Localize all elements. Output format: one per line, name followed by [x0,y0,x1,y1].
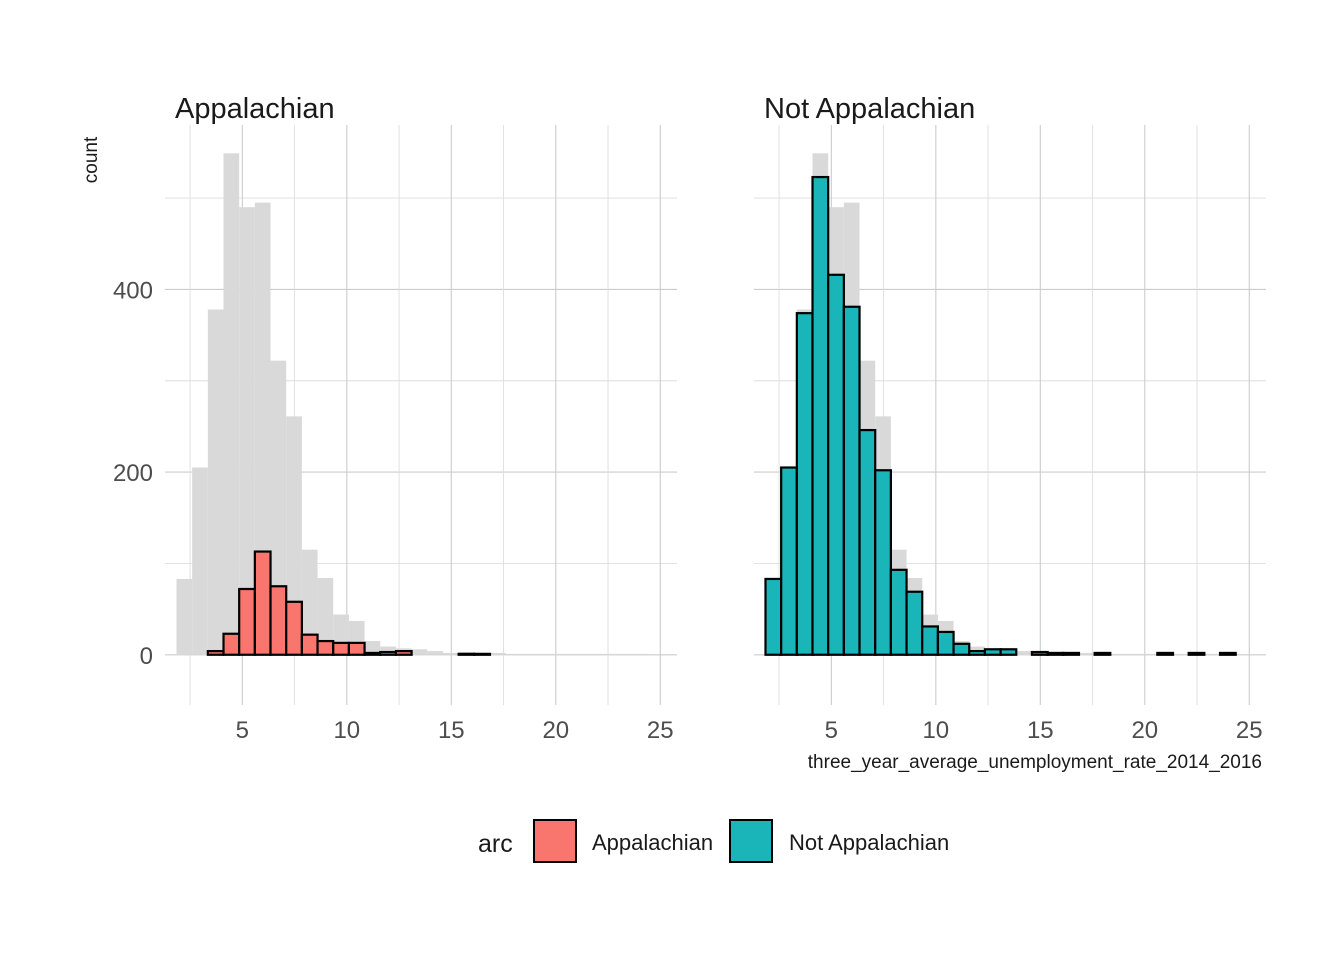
background-bar [489,652,506,655]
histogram-bar [394,650,413,656]
histogram-bar [874,469,892,656]
panel-title: Appalachian [175,93,335,125]
histogram-bar [795,312,814,656]
background-bar [380,646,396,655]
background-bar [615,653,632,655]
background-bar [270,360,287,655]
histogram-bar [983,648,1002,656]
background-bar [442,652,459,655]
histogram-bar [300,633,319,656]
background-bar [505,653,522,655]
background-bar [427,651,443,655]
histogram-bar [269,585,288,656]
histogram-bar [379,650,398,656]
histogram-bar [811,175,830,656]
background-bar [631,653,647,655]
background-bar [1141,653,1158,655]
x-tick-label: 10 [922,717,949,744]
histogram-bar [1218,651,1237,656]
legend: arc Appalachian Not Appalachian [478,819,949,863]
x-tick-label: 5 [236,717,249,744]
background-bar [239,207,255,655]
legend-title: arc [478,830,513,858]
histogram-bar [952,642,971,656]
panel-title: Not Appalachian [764,93,975,125]
y-tick-label: 200 [113,460,153,487]
histogram-bar [1187,651,1206,656]
histogram-bar [1093,651,1112,656]
histogram-bar [1156,651,1175,656]
x-tick-label: 20 [1131,717,1158,744]
background-bar [301,549,318,655]
histogram-bar [238,587,256,656]
background-bar [599,653,616,655]
legend-label-appalachian: Appalachian [592,830,713,855]
x-tick-label: 10 [333,717,360,744]
x-tick-label: 5 [825,717,838,744]
x-tick-label: 15 [438,717,465,744]
background-bar [411,649,428,655]
panel-1: Not Appalachian [754,93,1266,705]
background-bar [1125,653,1142,655]
histogram-bar [858,428,877,656]
background-bar [364,641,381,655]
histogram-bar [889,568,908,656]
y-tick-label: 400 [113,277,153,304]
background-bar [1204,653,1221,655]
histogram-bar [473,652,492,656]
background-bar [223,153,240,655]
histogram-bar [921,625,940,656]
background-bar [568,653,585,655]
background-bar [254,202,271,655]
panels-layer: Appalachian Not Appalachian [165,93,1266,705]
histogram-bar [1062,651,1081,656]
histogram-bar [764,577,783,656]
histogram-bar [968,650,987,656]
axes-layer: 5 10 15 20 25 0 200 400 5 10 15 20 25 [113,277,1263,744]
y-tick-label: 0 [140,643,153,670]
background-bar [192,467,208,655]
background-bar [286,416,302,655]
background-bar [552,653,569,655]
y-axis-title: count [81,136,102,183]
background-bar [1016,651,1032,655]
histogram-bar [316,639,335,656]
histogram-bar [936,630,955,656]
legend-key-appalachian [533,819,577,863]
histogram-bar [457,652,476,656]
histogram-bar [1046,651,1065,656]
histogram-bar [285,600,303,656]
x-tick-label: 15 [1027,717,1054,744]
legend-key-not-appalachian [729,819,773,863]
background-bar [521,653,537,655]
x-tick-label: 20 [542,717,569,744]
histogram-bar [905,590,924,656]
histogram-bar [780,466,798,656]
legend-label-not-appalachian: Not Appalachian [789,830,949,855]
background-bar [1078,652,1095,655]
histogram-bar [332,641,351,656]
histogram-bar [206,650,225,656]
histogram-bar [253,550,272,656]
background-bar [317,578,334,655]
histogram-bar [827,273,845,656]
x-axis-title: three_year_average_unemployment_rate_201… [808,752,1262,773]
background-bar [207,309,224,655]
background-bar [584,653,600,655]
histogram-bar [222,632,241,656]
background-bar [176,578,193,655]
histogram-bar [1030,650,1049,656]
histogram-bar [842,305,861,656]
background-bar [536,653,553,655]
background-bar [1173,653,1189,655]
background-bar [1110,653,1126,655]
x-tick-label: 25 [1236,717,1263,744]
histogram-bar [999,648,1018,656]
panel-0: Appalachian [165,93,677,705]
histogram-bar [363,651,382,656]
histogram-bar [347,641,366,656]
x-tick-label: 25 [647,717,674,744]
